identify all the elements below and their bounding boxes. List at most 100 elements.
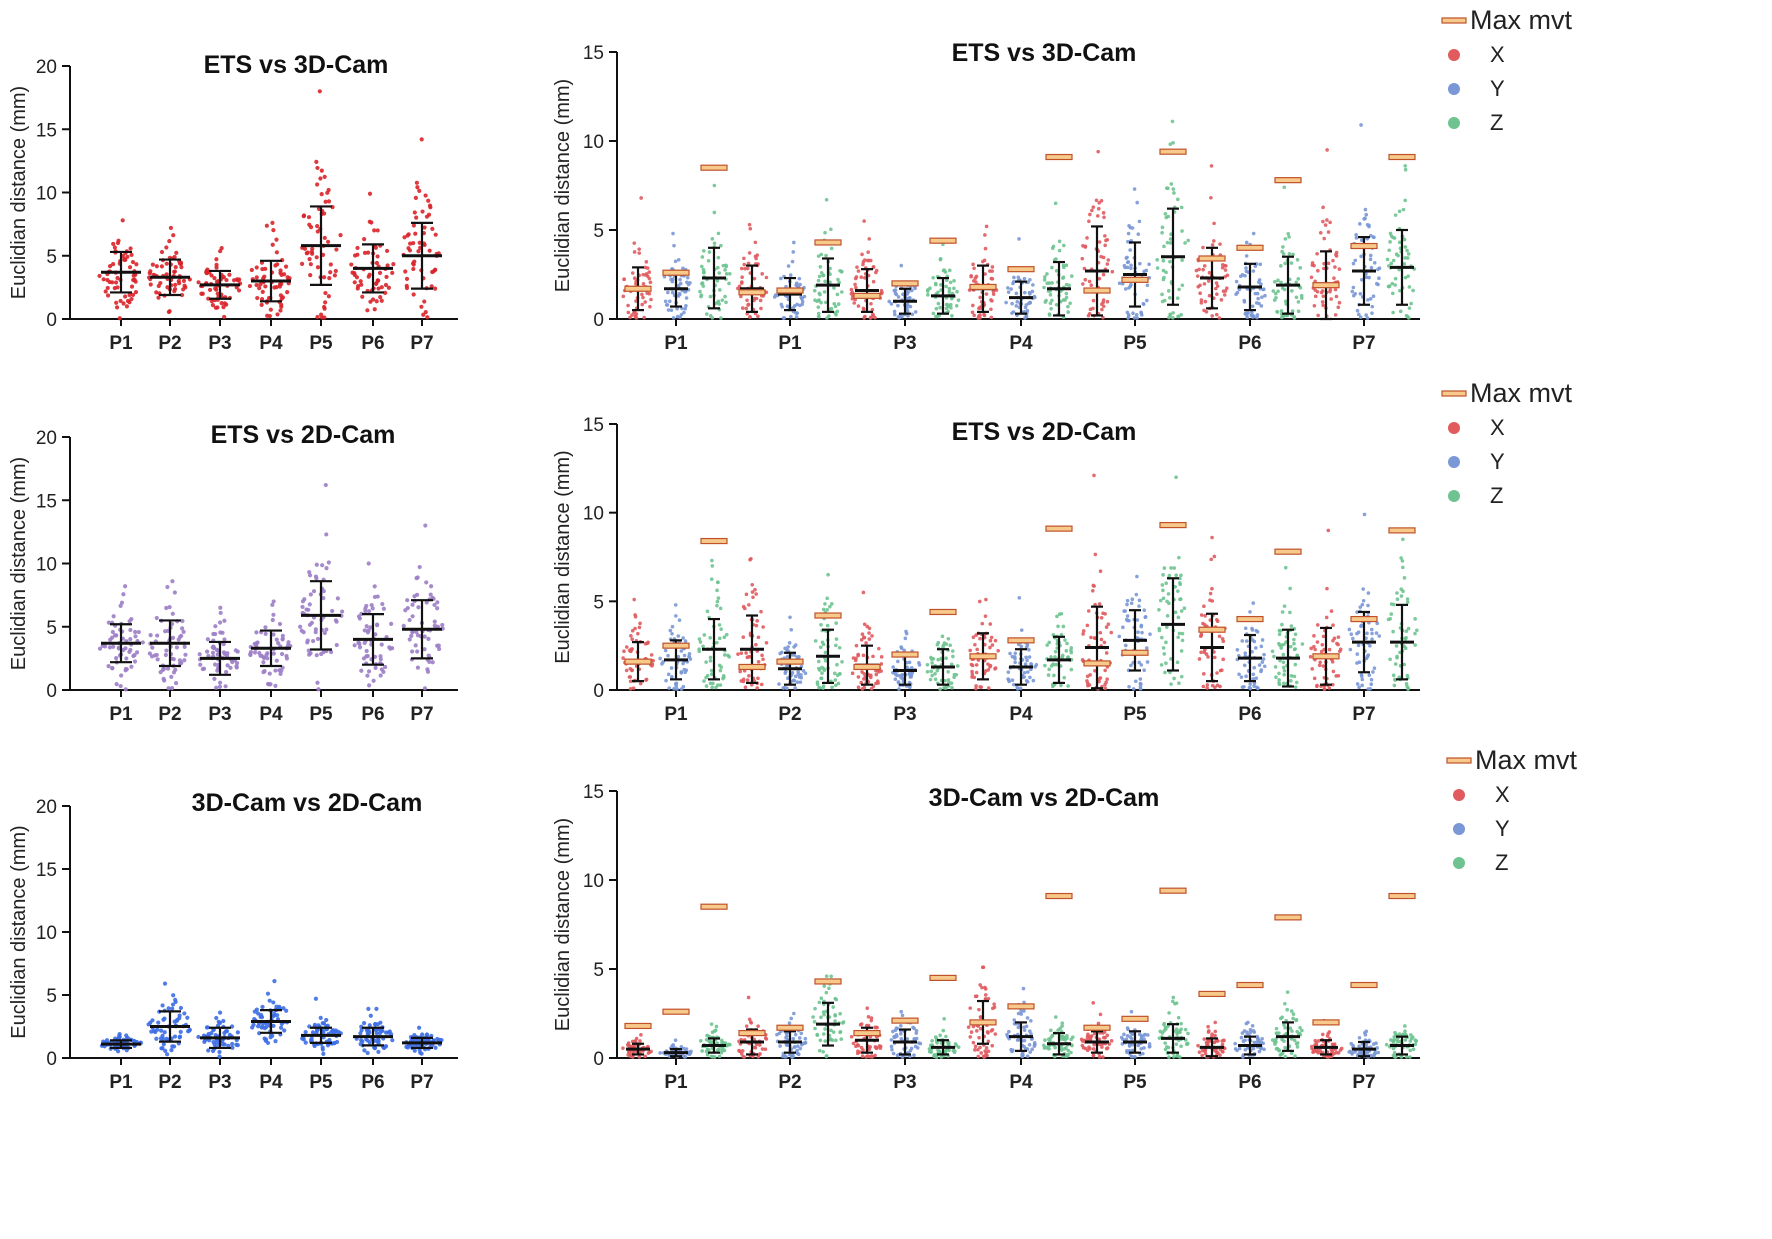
- data-point: [1138, 261, 1142, 266]
- x-tick-label: P5: [1123, 704, 1147, 725]
- data-point: [754, 642, 758, 647]
- data-point: [183, 652, 188, 657]
- data-point: [1176, 615, 1181, 620]
- data-point: [370, 606, 375, 611]
- data-point: [1050, 265, 1054, 270]
- data-point: [275, 312, 280, 317]
- data-point: [1413, 643, 1417, 647]
- data-point: [1261, 657, 1266, 661]
- data-point: [1369, 265, 1374, 270]
- data-point: [271, 632, 276, 637]
- data-point: [317, 89, 322, 94]
- data-point: [1281, 652, 1286, 657]
- data-point: [422, 647, 427, 652]
- data-point: [712, 1029, 717, 1033]
- data-point: [1325, 148, 1329, 152]
- data-point: [334, 619, 339, 624]
- data-point: [781, 316, 786, 320]
- max-mvt-marker: [662, 1008, 690, 1015]
- data-point: [1315, 683, 1319, 688]
- data-point: [983, 985, 987, 990]
- data-point: [969, 274, 973, 279]
- data-point: [951, 654, 955, 659]
- data-point: [743, 266, 747, 271]
- data-point: [1101, 315, 1105, 320]
- data-point: [1089, 283, 1094, 288]
- data-point: [217, 680, 223, 685]
- max-mvt-marker: [1274, 177, 1302, 184]
- data-point: [973, 994, 978, 999]
- data-point: [411, 292, 416, 297]
- data-point: [792, 1011, 796, 1016]
- data-point: [1292, 316, 1297, 320]
- data-point: [1199, 613, 1204, 617]
- data-point: [1214, 312, 1219, 317]
- y-tick-label: 5: [46, 986, 57, 1007]
- data-point: [861, 307, 866, 312]
- data-point: [969, 662, 974, 667]
- data-point: [333, 268, 338, 274]
- data-point: [273, 668, 278, 673]
- data-point: [947, 286, 952, 291]
- data-point: [970, 672, 975, 676]
- data-point: [1243, 1038, 1247, 1043]
- data-point: [160, 667, 166, 672]
- data-point: [1252, 1040, 1257, 1045]
- data-point: [359, 1028, 364, 1033]
- data-point: [322, 275, 327, 280]
- data-point: [993, 666, 998, 670]
- data-point: [213, 624, 218, 629]
- data-point: [1279, 309, 1284, 313]
- data-point: [742, 1055, 747, 1059]
- data-point: [931, 275, 935, 280]
- data-point: [704, 1037, 709, 1042]
- data-point: [1365, 316, 1370, 320]
- data-point: [658, 1051, 662, 1055]
- data-point: [1251, 1046, 1256, 1051]
- x-tick-label: P4: [259, 333, 283, 354]
- data-point: [714, 1024, 719, 1029]
- max-mvt-marker: [1083, 660, 1111, 667]
- data-point: [275, 262, 280, 267]
- data-point: [990, 299, 994, 303]
- data-point: [706, 1034, 710, 1038]
- data-point: [1320, 642, 1325, 647]
- legend-item-label: Z: [1490, 110, 1503, 135]
- x-tick-label: P7: [410, 1072, 433, 1093]
- data-point: [736, 652, 740, 656]
- data-point: [1022, 1028, 1027, 1033]
- data-point: [1060, 653, 1065, 658]
- data-point: [1204, 309, 1209, 314]
- data-point: [154, 615, 159, 621]
- data-point: [715, 279, 720, 283]
- data-point: [867, 1054, 872, 1059]
- x-tick-label: P5: [309, 704, 333, 725]
- data-point: [1401, 207, 1406, 212]
- data-point: [1158, 598, 1163, 603]
- data-point: [1308, 655, 1313, 659]
- data-point: [1261, 287, 1266, 292]
- data-point: [115, 1049, 121, 1054]
- data-point: [1255, 630, 1260, 634]
- data-point: [130, 259, 136, 265]
- data-point: [177, 658, 183, 663]
- data-point: [1296, 277, 1301, 281]
- data-point: [1177, 631, 1182, 636]
- data-point: [1273, 665, 1278, 669]
- data-point: [1280, 315, 1284, 320]
- data-point: [1321, 664, 1326, 668]
- data-point: [1277, 671, 1281, 676]
- data-point: [682, 310, 686, 315]
- data-point: [1104, 625, 1109, 629]
- data-point: [162, 1030, 167, 1035]
- data-point: [1213, 286, 1218, 291]
- data-point: [700, 264, 704, 269]
- data-point: [307, 222, 312, 227]
- data-point: [1049, 655, 1053, 659]
- data-point: [1281, 245, 1285, 249]
- data-point: [906, 290, 911, 294]
- max-mvt-marker: [1121, 649, 1149, 656]
- data-point: [786, 264, 791, 268]
- data-point: [993, 1032, 998, 1036]
- data-point: [1199, 650, 1203, 655]
